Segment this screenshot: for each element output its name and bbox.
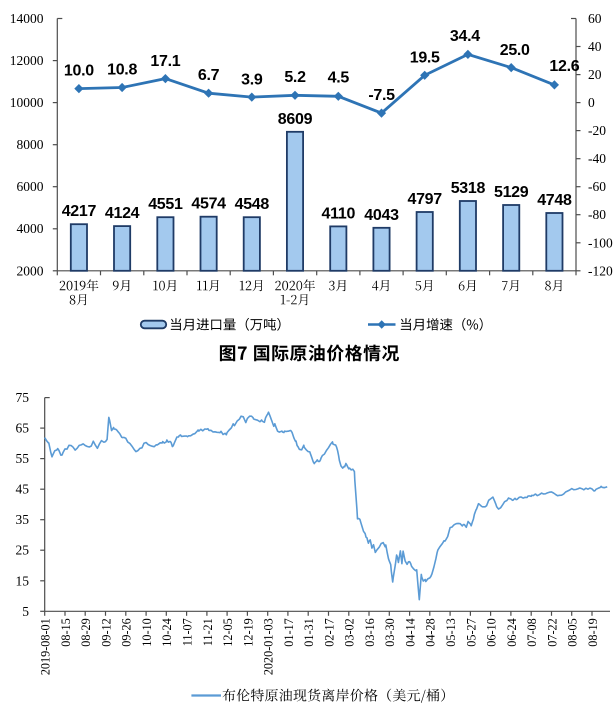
- svg-text:4217: 4217: [62, 203, 97, 220]
- svg-text:07-08: 07-08: [525, 618, 539, 646]
- svg-text:05-13: 05-13: [444, 618, 458, 646]
- svg-text:4.5: 4.5: [328, 69, 350, 86]
- svg-text:17.1: 17.1: [150, 53, 180, 70]
- svg-text:12000: 12000: [10, 53, 44, 68]
- svg-text:25: 25: [16, 543, 30, 558]
- svg-text:60: 60: [588, 11, 602, 26]
- svg-text:4748: 4748: [537, 192, 572, 209]
- svg-text:-80: -80: [588, 207, 606, 222]
- svg-text:07-22: 07-22: [545, 618, 559, 646]
- svg-text:0: 0: [588, 95, 595, 110]
- svg-text:20: 20: [588, 67, 602, 82]
- svg-text:03-02: 03-02: [343, 618, 357, 646]
- svg-text:5129: 5129: [494, 184, 529, 201]
- svg-text:45: 45: [16, 482, 30, 497]
- svg-text:-40: -40: [588, 151, 606, 166]
- svg-text:08-29: 08-29: [79, 618, 93, 646]
- svg-text:04-28: 04-28: [424, 618, 438, 646]
- svg-text:08-05: 08-05: [566, 618, 580, 646]
- svg-text:65: 65: [16, 421, 30, 436]
- svg-text:06-24: 06-24: [505, 618, 519, 646]
- svg-text:12.6: 12.6: [549, 58, 579, 75]
- svg-text:4797: 4797: [407, 191, 442, 208]
- svg-text:09-12: 09-12: [99, 618, 113, 646]
- svg-text:03-16: 03-16: [363, 618, 377, 646]
- svg-text:11-21: 11-21: [201, 618, 215, 646]
- svg-text:-20: -20: [588, 123, 606, 138]
- svg-text:10.8: 10.8: [107, 62, 137, 79]
- svg-text:10000: 10000: [10, 95, 44, 110]
- svg-text:-7.5: -7.5: [368, 87, 395, 104]
- svg-text:03-30: 03-30: [383, 618, 397, 646]
- svg-text:4043: 4043: [364, 207, 399, 224]
- svg-text:08-19: 08-19: [586, 618, 600, 646]
- svg-text:4574: 4574: [191, 196, 226, 213]
- svg-text:12-05: 12-05: [221, 618, 235, 646]
- svg-text:4551: 4551: [148, 196, 183, 213]
- svg-text:15: 15: [16, 573, 30, 588]
- svg-text:35: 35: [16, 512, 30, 527]
- svg-text:4000: 4000: [17, 221, 44, 236]
- svg-text:8000: 8000: [17, 137, 44, 152]
- svg-text:2020-01-03: 2020-01-03: [262, 618, 276, 675]
- svg-text:01-17: 01-17: [282, 618, 296, 646]
- svg-text:25.0: 25.0: [500, 42, 530, 59]
- svg-text:12-19: 12-19: [241, 618, 255, 646]
- svg-text:2019-08-01: 2019-08-01: [39, 618, 53, 675]
- svg-text:04-14: 04-14: [404, 618, 418, 646]
- svg-text:10-24: 10-24: [160, 618, 174, 646]
- svg-text:5.2: 5.2: [284, 69, 306, 86]
- svg-text:19.5: 19.5: [410, 49, 440, 66]
- svg-text:34.4: 34.4: [450, 28, 480, 45]
- svg-text:-120: -120: [588, 263, 613, 278]
- svg-text:06-10: 06-10: [485, 618, 499, 646]
- svg-text:2000: 2000: [17, 263, 44, 278]
- svg-text:11-07: 11-07: [181, 618, 195, 646]
- svg-text:05-27: 05-27: [464, 618, 478, 646]
- svg-text:4548: 4548: [235, 196, 270, 213]
- svg-text:6.7: 6.7: [198, 67, 220, 84]
- svg-text:75: 75: [16, 390, 30, 405]
- svg-text:-100: -100: [588, 235, 613, 250]
- svg-text:6000: 6000: [17, 179, 44, 194]
- svg-text:-60: -60: [588, 179, 606, 194]
- svg-text:3.9: 3.9: [241, 72, 263, 89]
- svg-text:10-10: 10-10: [140, 618, 154, 646]
- svg-text:14000: 14000: [10, 11, 44, 26]
- svg-text:4110: 4110: [322, 205, 356, 222]
- svg-text:5: 5: [22, 604, 29, 619]
- svg-text:08-15: 08-15: [59, 618, 73, 646]
- svg-text:01-31: 01-31: [302, 618, 316, 646]
- svg-text:4124: 4124: [105, 205, 140, 222]
- svg-text:55: 55: [16, 451, 30, 466]
- svg-text:40: 40: [588, 39, 602, 54]
- svg-text:10.0: 10.0: [64, 63, 94, 80]
- svg-text:02-17: 02-17: [322, 618, 336, 646]
- svg-text:5318: 5318: [451, 180, 486, 197]
- svg-text:09-26: 09-26: [120, 618, 134, 646]
- svg-text:8609: 8609: [278, 111, 313, 128]
